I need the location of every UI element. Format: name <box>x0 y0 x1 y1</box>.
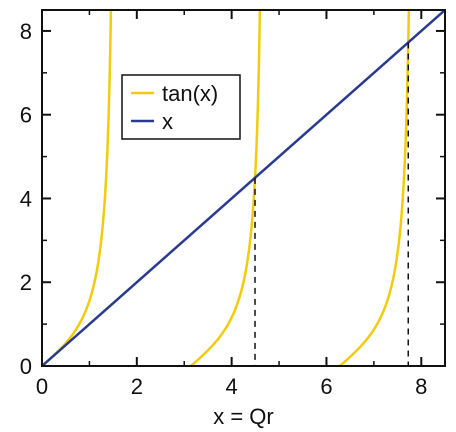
legend: tan(x) x <box>121 74 241 140</box>
series-x-line <box>42 10 445 366</box>
series-tan-branch-0 <box>42 10 113 366</box>
x-tick-label: 0 <box>36 374 48 399</box>
y-tick-label: 4 <box>20 186 32 211</box>
plot-frame <box>41 9 446 367</box>
axis-ticks: 0 2 4 6 8 0 2 4 6 8 <box>20 10 445 399</box>
x-tick-label: 6 <box>320 374 332 399</box>
y-tick-label: 6 <box>20 103 32 128</box>
x-tick-label: 4 <box>226 374 238 399</box>
plot-area <box>42 10 445 366</box>
legend-box <box>121 74 241 140</box>
legend-label-x: x <box>162 109 173 134</box>
y-tick-label: 0 <box>20 354 32 379</box>
x-axis-label: x = Qr <box>213 404 274 429</box>
legend-label-tan: tan(x) <box>162 81 218 106</box>
series-tan-branch-1 <box>190 10 262 366</box>
y-tick-label: 8 <box>20 19 32 44</box>
x-tick-label: 2 <box>131 374 143 399</box>
series-tan-branch-2 <box>339 10 411 366</box>
x-tick-label: 8 <box>415 374 427 399</box>
intersection-guides <box>254 42 410 366</box>
y-tick-label: 2 <box>20 270 32 295</box>
